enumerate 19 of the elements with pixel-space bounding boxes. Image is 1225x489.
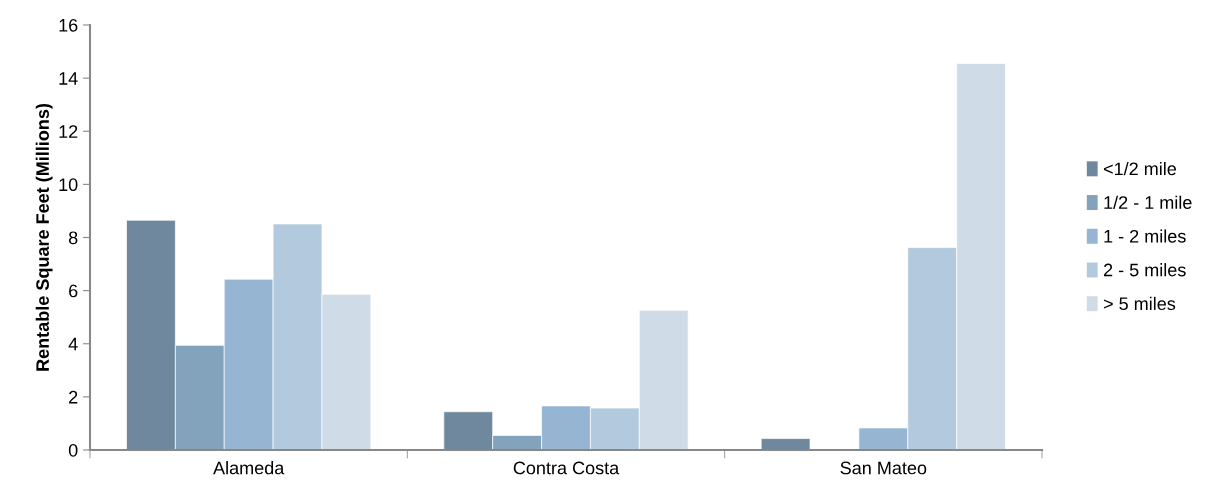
y-tick-label: 0 — [68, 443, 78, 457]
y-tick-label: 6 — [69, 284, 78, 298]
legend-label: 1 - 2 miles — [1104, 229, 1186, 243]
y-tick-label: 4 — [68, 337, 78, 351]
x-tick-label: Contra Costa — [513, 461, 620, 475]
y-tick-label: 14 — [59, 72, 78, 85]
x-tick-label: Alameda — [213, 461, 285, 475]
legend-label: 2 - 5 miles — [1103, 263, 1186, 277]
bar — [760, 438, 811, 450]
y-tick-label: 8 — [68, 231, 78, 245]
y-axis-title: Rentable Square Feet (Millions) — [35, 103, 53, 371]
y-tick-label: 12 — [59, 125, 78, 138]
x-tick-label: San Mateo — [840, 461, 927, 475]
y-tick-label: 2 — [69, 390, 78, 404]
y-tick-label: 10 — [59, 178, 78, 192]
legend-label: 1/2 - 1 mile — [1104, 195, 1192, 209]
legend-label: > 5 miles — [1103, 296, 1176, 311]
legend-label: <1/2 mile — [1103, 161, 1177, 176]
y-tick-label: 16 — [59, 18, 78, 32]
